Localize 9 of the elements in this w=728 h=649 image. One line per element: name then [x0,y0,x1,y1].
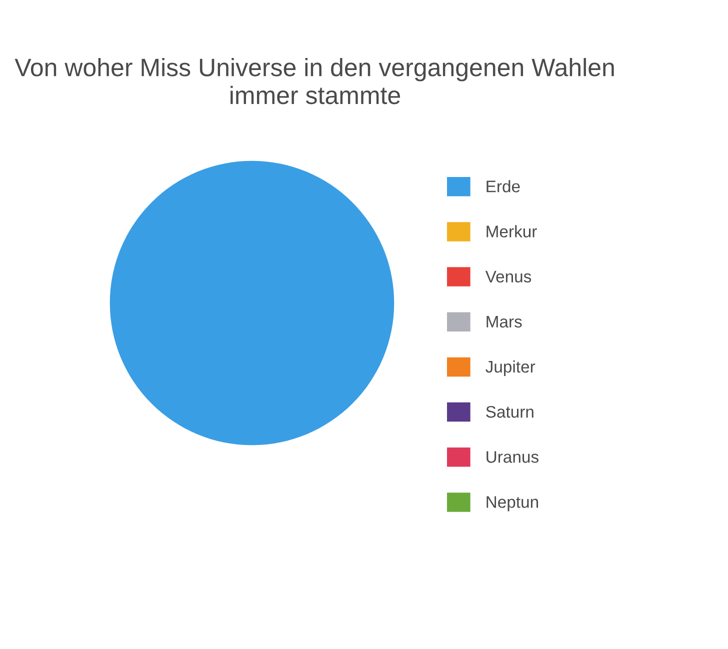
legend-label: Neptun [486,496,538,512]
legend-label: Jupiter [486,360,536,376]
legend-label: Mars [486,316,522,328]
chart-title: Von woher Miss Universe in den vergangenen Wahlen immer stammte [14,58,614,104]
legend-label: Saturn [486,406,534,418]
legend-label: Venus [485,270,532,282]
legend-label: Uranus [486,451,538,463]
legend-label: Erde [486,180,520,192]
legend-label: Merkur [486,225,537,238]
